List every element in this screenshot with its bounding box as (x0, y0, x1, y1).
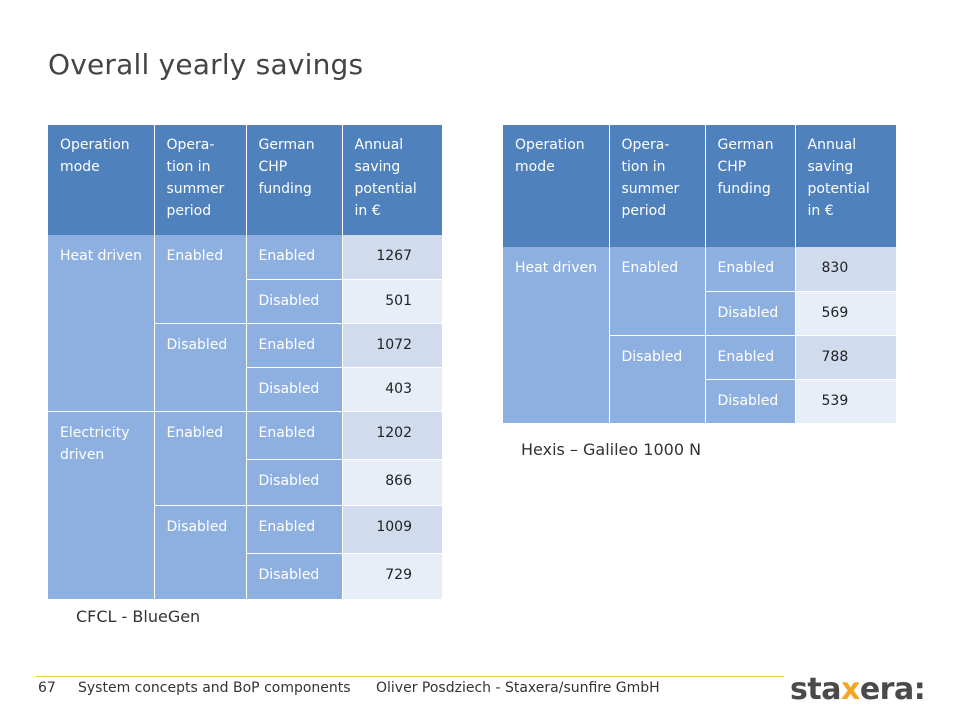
cell-summer-operation: Disabled (154, 505, 247, 600)
header-text: funding (717, 181, 771, 197)
cell-summer-operation: Disabled (154, 323, 247, 412)
footer-divider (36, 676, 784, 677)
cell-chp-funding: Enabled (705, 247, 796, 292)
cell-summer-operation: Enabled (154, 235, 247, 324)
header-text: mode (515, 159, 555, 175)
header-text: Annual (807, 137, 857, 153)
page-number: 67 (38, 680, 56, 696)
header-text: period (166, 203, 212, 219)
cell-summer-operation: Disabled (609, 335, 706, 424)
table-caption-hexis: Hexis – Galileo 1000 N (521, 440, 702, 459)
cell-operation-mode: Heat driven (503, 247, 610, 424)
header-text: period (621, 203, 667, 219)
header-text: summer (166, 181, 225, 197)
cell-saving-value: 1009 (342, 505, 442, 554)
cell-saving-value: 501 (342, 279, 442, 324)
header-text: German (717, 137, 774, 153)
header-text: CHP (258, 159, 288, 175)
header-text: potential (807, 181, 870, 197)
footer-section: System concepts and BoP components (78, 680, 351, 696)
header-summer-operation: Opera-tion in summer period (154, 125, 247, 235)
cell-chp-funding: Enabled (246, 235, 343, 280)
cell-chp-funding: Enabled (246, 323, 343, 368)
cell-summer-operation: Enabled (609, 247, 706, 336)
cell-saving-value: 1072 (342, 323, 442, 368)
header-text: in € (807, 203, 834, 219)
cell-chp-funding: Disabled (246, 367, 343, 412)
cell-saving-value: 830 (795, 247, 896, 292)
header-text: Opera- (166, 137, 215, 153)
header-text: CHP (717, 159, 747, 175)
header-text: tion in (166, 159, 211, 175)
header-text: summer (621, 181, 680, 197)
header-saving-potential: Annual saving potential in € (795, 125, 896, 247)
header-text: in € (354, 203, 381, 219)
header-text: Opera- (621, 137, 670, 153)
cell-saving-value: 729 (342, 553, 442, 600)
header-text: saving (807, 159, 854, 175)
cell-chp-funding: Enabled (246, 505, 343, 554)
page-title: Overall yearly savings (48, 48, 364, 81)
header-text: German (258, 137, 315, 153)
cell-summer-operation: Enabled (154, 411, 247, 506)
table-caption-cfcl: CFCL - BlueGen (76, 607, 201, 626)
cell-operation-mode: Heat driven (48, 235, 155, 412)
cell-chp-funding: Disabled (246, 279, 343, 324)
cell-chp-funding: Disabled (246, 459, 343, 506)
cell-saving-value: 403 (342, 367, 442, 412)
header-chp-funding: German CHP funding (705, 125, 796, 247)
header-operation-mode: Operation mode (48, 125, 155, 235)
cell-saving-value: 866 (342, 459, 442, 506)
cell-chp-funding: Disabled (246, 553, 343, 600)
savings-table-cfcl: Operation mode Opera-tion in summer period … (48, 125, 442, 600)
cell-saving-value: 1267 (342, 235, 442, 280)
header-chp-funding: German CHP funding (246, 125, 343, 235)
header-operation-mode: Operation mode (503, 125, 610, 247)
cell-operation-mode: Electricity driven (48, 411, 155, 600)
header-text: funding (258, 181, 312, 197)
header-saving-potential: Annual saving potential in € (342, 125, 442, 235)
cell-saving-value: 539 (795, 379, 896, 424)
header-text: Annual (354, 137, 404, 153)
header-text: saving (354, 159, 401, 175)
cell-chp-funding: Enabled (246, 411, 343, 460)
savings-table-hexis: Operation mode Opera-tion in summer period … (503, 125, 896, 424)
footer-author: Oliver Posdziech - Staxera/sunfire GmbH (376, 680, 660, 696)
header-text: potential (354, 181, 417, 197)
staxera-logo: staxera: (790, 672, 926, 707)
cell-chp-funding: Disabled (705, 379, 796, 424)
cell-saving-value: 788 (795, 335, 896, 380)
cell-saving-value: 1202 (342, 411, 442, 460)
cell-chp-funding: Enabled (705, 335, 796, 380)
header-text: Operation (515, 137, 585, 153)
header-text: mode (60, 159, 100, 175)
cell-chp-funding: Disabled (705, 291, 796, 336)
header-text: Operation (60, 137, 130, 153)
header-text: tion in (621, 159, 666, 175)
header-summer-operation: Opera-tion in summer period (609, 125, 706, 247)
cell-saving-value: 569 (795, 291, 896, 336)
